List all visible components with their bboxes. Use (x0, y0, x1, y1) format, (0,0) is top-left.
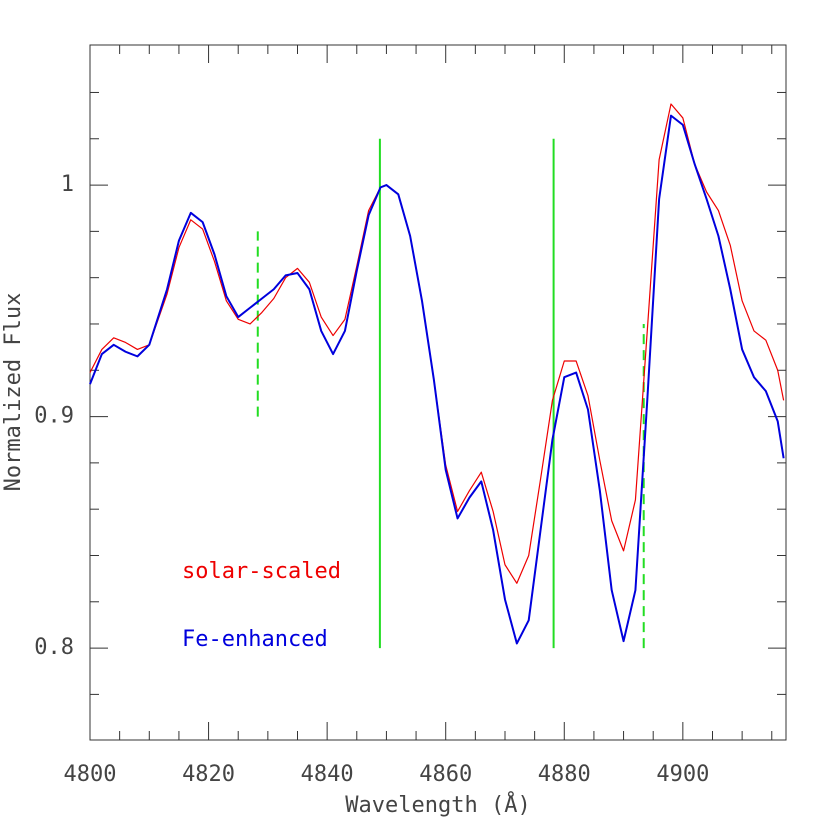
x-tick-label: 4900 (656, 762, 709, 787)
x-tick-label: 4860 (419, 762, 472, 787)
series-line (89, 114, 785, 645)
y-axis-label: Normalized Flux (1, 293, 26, 492)
y-tick-label: 0.9 (34, 404, 74, 429)
x-axis-label: Wavelength (Å) (345, 791, 530, 818)
y-tick-label: 1 (61, 172, 74, 197)
legend-label: solar-scaled (182, 559, 341, 584)
x-tick-label: 4800 (64, 762, 117, 787)
x-tick-label: 4840 (301, 762, 354, 787)
y-tick-label: 0.8 (34, 635, 74, 660)
x-tick-label: 4880 (538, 762, 591, 787)
x-tick-label: 4820 (182, 762, 235, 787)
series-line (89, 103, 785, 584)
legend-label: Fe-enhanced (182, 627, 328, 652)
plot-frame (89, 44, 787, 741)
